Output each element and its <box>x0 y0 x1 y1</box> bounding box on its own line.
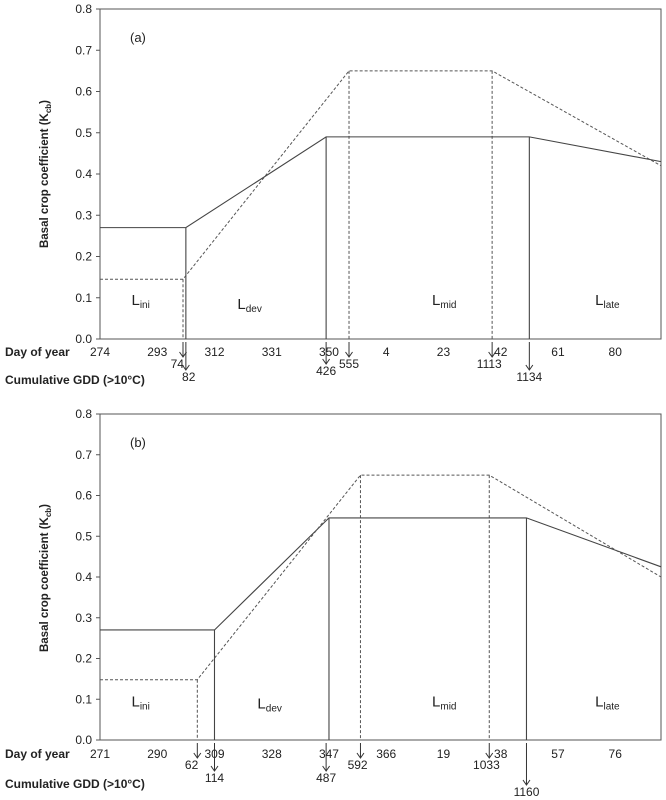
gdd-value-label: 555 <box>339 357 359 371</box>
y-tick-label: 0.6 <box>75 489 92 503</box>
chart-panel-1: 0.0 0.1 0.2 0.3 0.4 0.5 0.6 0.7 0.8 Basal crop co… <box>5 2 662 387</box>
plot-frame <box>99 8 662 340</box>
y-tick-label: 0.5 <box>75 529 92 543</box>
gdd-value-label: 1160 <box>514 785 540 799</box>
kcb-series-dashed <box>100 70 662 280</box>
x-tick-label: 4 <box>383 345 390 359</box>
x-tick-label: 23 <box>437 345 451 359</box>
x-tick-label: 293 <box>147 345 167 359</box>
y-tick-label: 0.0 <box>75 733 92 747</box>
kcb-series-solid <box>100 136 662 229</box>
x-tick-label: 19 <box>437 747 451 761</box>
x-tick-label: 274 <box>90 345 110 359</box>
stage-label-ini: Lini <box>131 292 149 311</box>
x-tick-label: 366 <box>376 747 396 761</box>
gdd-value-label: 1033 <box>473 758 500 772</box>
stage-label-ini: Lini <box>131 693 149 712</box>
gdd-arrow-head <box>210 765 219 772</box>
x-tick-label: 312 <box>204 345 224 359</box>
gdd-value-label: 114 <box>205 771 224 785</box>
gdd-arrow-head <box>181 364 190 371</box>
stage-label-late: Llate <box>595 693 620 712</box>
x-tick-label: 271 <box>90 747 110 761</box>
y-tick-label: 0.2 <box>75 652 92 666</box>
x-tick-label: 38 <box>494 747 508 761</box>
gdd-row-label: Cumulative GDD (>10°C) <box>5 373 145 387</box>
x-tick-label: 57 <box>551 747 565 761</box>
y-tick-label: 0.4 <box>75 167 92 181</box>
day-of-year-label: Day of year <box>5 747 70 761</box>
gdd-arrow-head <box>322 765 331 772</box>
y-tick-label: 0.1 <box>75 291 92 305</box>
y-tick-label: 0.4 <box>75 570 92 584</box>
gdd-arrow-head <box>179 351 187 358</box>
gdd-arrow-head <box>488 351 497 358</box>
day-of-year-label: Day of year <box>5 345 70 359</box>
x-tick-label: 61 <box>551 345 565 359</box>
gdd-value-label: 74 <box>171 357 185 371</box>
kcb-series-solid <box>100 517 662 631</box>
x-tick-label: 290 <box>147 747 167 761</box>
y-tick-label: 0.0 <box>75 332 92 346</box>
y-tick-label: 0.1 <box>75 692 92 706</box>
y-tick-label: 0.3 <box>75 208 92 222</box>
gdd-value-label: 487 <box>316 771 336 785</box>
x-tick-label: 76 <box>609 747 623 761</box>
x-tick-label: 42 <box>494 345 508 359</box>
stage-label-dev: Ldev <box>237 296 261 315</box>
x-tick-label: 80 <box>609 345 623 359</box>
y-tick-label: 0.2 <box>75 250 92 264</box>
y-tick-label: 0.8 <box>75 2 92 16</box>
gdd-arrow-head <box>193 752 202 759</box>
gdd-row-label: Cumulative GDD (>10°C) <box>5 777 145 791</box>
gdd-arrow-head <box>322 358 331 365</box>
x-tick-label: 347 <box>319 747 339 761</box>
panel-label: (b) <box>130 435 146 450</box>
gdd-value-label: 1134 <box>516 370 542 384</box>
stage-label-mid: Lmid <box>432 693 456 712</box>
gdd-value-label: 592 <box>348 758 368 772</box>
y-tick-label: 0.5 <box>75 126 92 140</box>
gdd-value-label: 82 <box>182 370 196 384</box>
gdd-value-label: 1113 <box>477 357 502 371</box>
x-tick-label: 331 <box>262 345 282 359</box>
plot-frame <box>99 413 662 741</box>
gdd-arrow-head <box>345 351 353 358</box>
stage-label-dev: Ldev <box>257 695 281 714</box>
y-tick-label: 0.7 <box>75 43 92 57</box>
y-axis-label: Basal crop coefficient (Kcb) <box>39 504 53 652</box>
gdd-value-label: 426 <box>316 364 336 378</box>
gdd-arrow-head <box>356 752 365 759</box>
panel-label: (a) <box>130 30 146 45</box>
stage-label-late: Llate <box>595 292 620 311</box>
y-tick-label: 0.6 <box>75 85 92 99</box>
gdd-arrow-head <box>485 752 494 759</box>
gdd-arrow-head <box>525 364 534 371</box>
y-tick-label: 0.3 <box>75 611 92 625</box>
stage-label-mid: Lmid <box>432 292 456 311</box>
x-tick-label: 350 <box>319 345 339 359</box>
y-tick-label: 0.7 <box>75 448 92 462</box>
gdd-value-label: 62 <box>185 758 199 772</box>
kcb-series-dashed <box>100 474 662 681</box>
x-tick-label: 328 <box>262 747 282 761</box>
chart-panel-2: 0.0 0.1 0.2 0.3 0.4 0.5 0.6 0.7 0.8 Basal crop co… <box>5 407 662 799</box>
gdd-arrow-head <box>522 779 531 786</box>
y-axis-label: Basal crop coefficient (Kcb) <box>39 100 53 248</box>
y-tick-label: 0.8 <box>75 407 92 421</box>
